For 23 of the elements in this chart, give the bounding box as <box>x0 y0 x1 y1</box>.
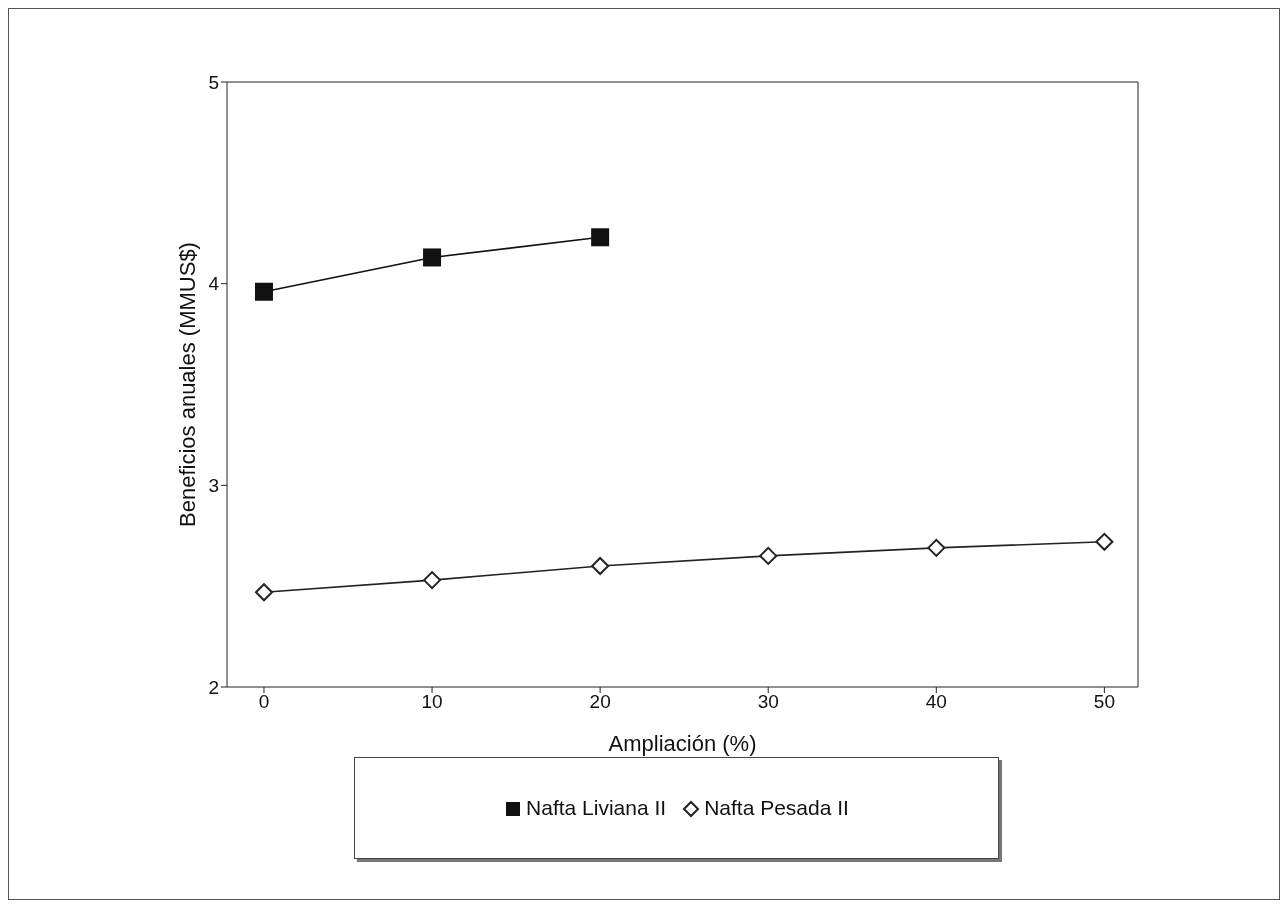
point <box>759 546 778 565</box>
y-tick-label: 2 <box>208 676 219 698</box>
x-axis-title: Ampliación (%) <box>608 730 757 756</box>
point <box>254 583 273 602</box>
point <box>423 571 442 590</box>
legend-label: Nafta Liviana II <box>525 796 667 820</box>
x-tick-label: 30 <box>757 691 779 713</box>
point <box>591 228 610 247</box>
point <box>591 557 610 575</box>
point <box>1095 532 1114 551</box>
point <box>927 538 946 557</box>
y-tick-label: 5 <box>208 71 219 93</box>
x-tick-label: 10 <box>421 691 443 713</box>
y-tick-label: 4 <box>208 273 220 295</box>
point <box>254 282 273 301</box>
y-tick-label: 3 <box>208 475 219 497</box>
x-tick-label: 20 <box>589 691 611 713</box>
y-axis-title: Beneficios anuales (MMUS$) <box>174 242 200 527</box>
point <box>423 248 442 267</box>
x-tick-label: 50 <box>1093 691 1115 713</box>
legend-label: Nafta Pesada II <box>703 796 849 820</box>
x-tick-label: 40 <box>925 691 947 713</box>
x-tick-label: 0 <box>258 691 270 713</box>
